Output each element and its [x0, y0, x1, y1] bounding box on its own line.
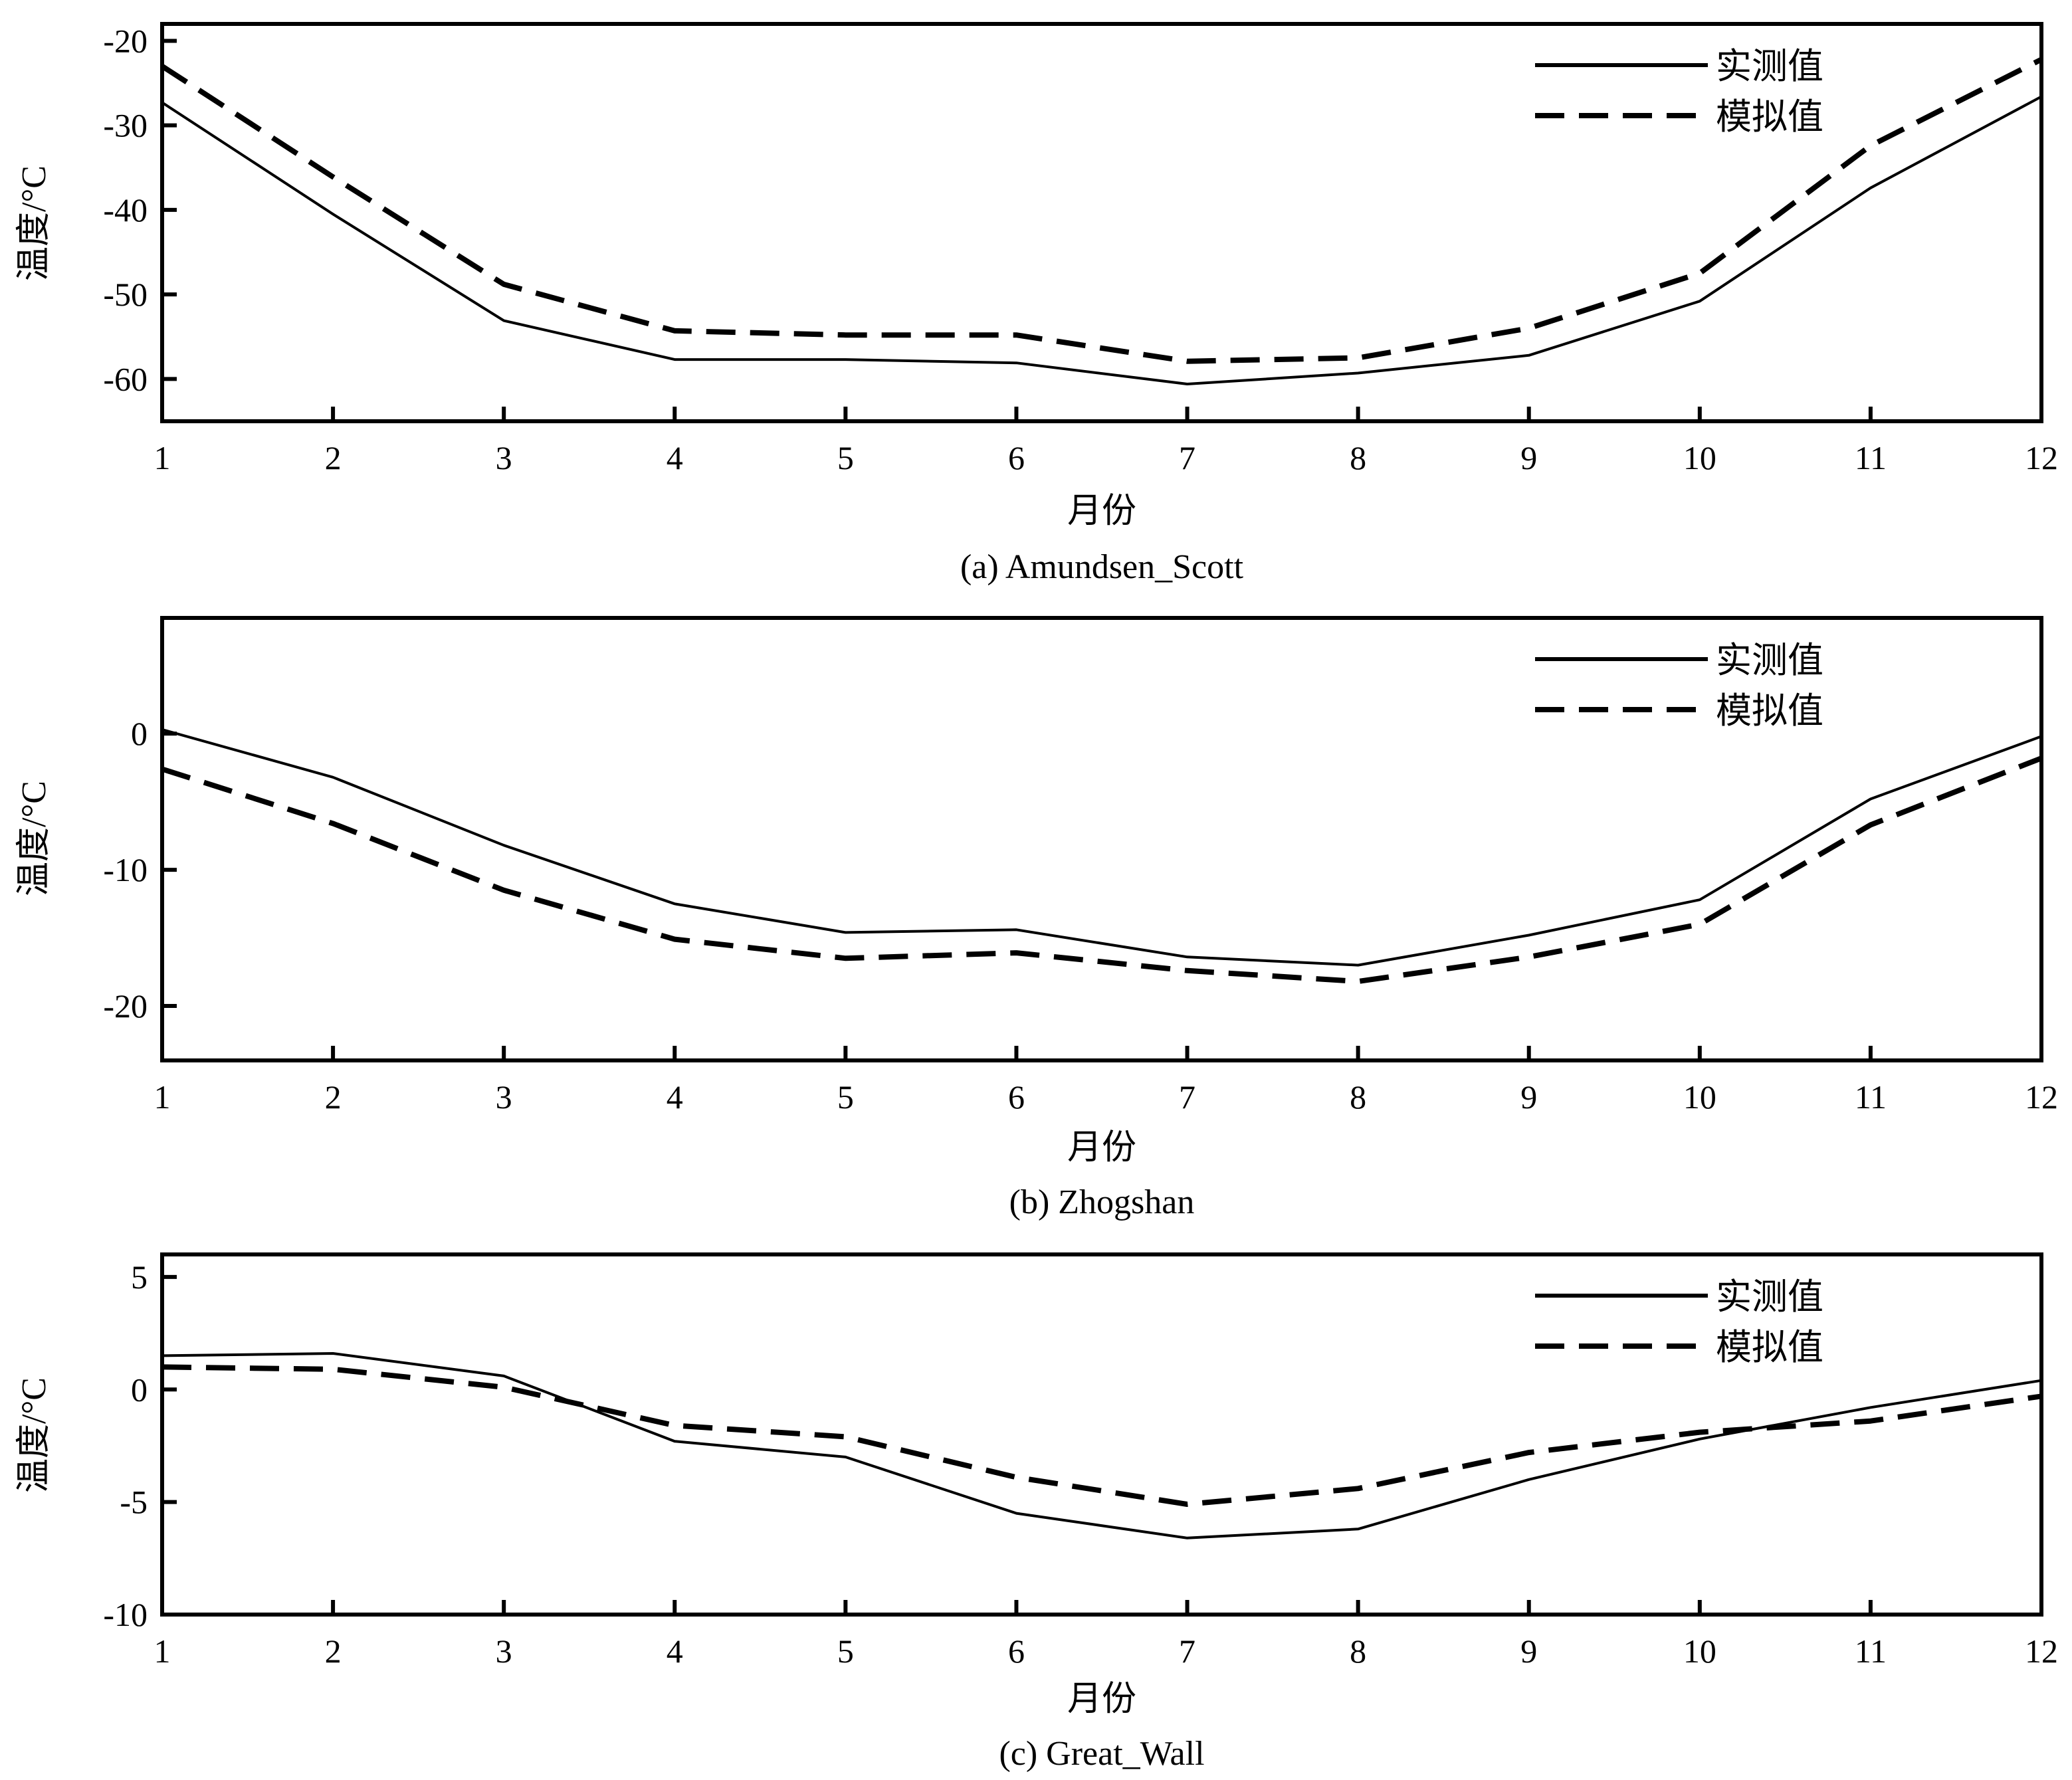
- x-tick-label: 9: [1520, 1078, 1537, 1116]
- panel-caption: (b) Zhogshan: [1009, 1183, 1195, 1221]
- x-tick-label: 7: [1179, 439, 1195, 476]
- y-tick-label: -50: [103, 276, 148, 313]
- plot-frame: [160, 22, 2043, 423]
- x-tick-label: 1: [154, 1632, 171, 1670]
- y-tick-label: -60: [103, 360, 148, 397]
- x-tick-label: 12: [2025, 1632, 2058, 1670]
- x-tick-label: 2: [325, 1078, 342, 1116]
- x-tick-label: 3: [496, 1078, 512, 1116]
- panel-caption: (c) Great_Wall: [999, 1735, 1204, 1773]
- x-tick-label: 8: [1350, 1632, 1366, 1670]
- x-tick-label: 2: [325, 1632, 342, 1670]
- x-tick-label: 4: [667, 1078, 683, 1116]
- x-tick-label: 7: [1179, 1078, 1195, 1116]
- series-line-measured: [161, 1352, 2042, 1539]
- x-tick-label: 11: [1855, 439, 1887, 476]
- x-axis-label: 月份: [1067, 1680, 1136, 1718]
- series-line-simulated: [161, 755, 2043, 985]
- y-tick-label: -5: [120, 1484, 148, 1521]
- x-tick-label: 10: [1683, 1632, 1716, 1670]
- x-tick-label: 6: [1008, 439, 1025, 476]
- x-tick-label: 5: [837, 1078, 854, 1116]
- series-line-measured: [161, 728, 2042, 967]
- x-tick-label: 5: [837, 1632, 854, 1670]
- series-line-simulated: [160, 56, 2043, 364]
- y-tick-label: -20: [103, 22, 148, 59]
- legend-label: 实测值: [1716, 641, 1823, 680]
- legend-label: 模拟值: [1716, 691, 1823, 731]
- legend-label: 实测值: [1716, 47, 1823, 86]
- y-tick-label: 5: [131, 1258, 148, 1296]
- x-tick-label: 5: [837, 439, 854, 476]
- plot-frame: [160, 616, 2043, 1062]
- x-tick-label: 4: [667, 1632, 683, 1670]
- plot-frame: [160, 1252, 2043, 1617]
- y-tick-label: 0: [131, 1371, 148, 1408]
- x-tick-label: 4: [667, 439, 683, 476]
- series-line-simulated: [161, 1364, 2042, 1507]
- panel-amundsen-scott: 温度/°C 月份 (a) Amundsen_Scott 1 2 3 4 5 6 7 8 9 10 1…: [15, 22, 2058, 586]
- x-axis-label: 月份: [1067, 492, 1136, 530]
- y-tick-label: -30: [103, 107, 148, 144]
- x-tick-label: 3: [496, 1632, 512, 1670]
- x-tick-label: 7: [1179, 1632, 1195, 1670]
- y-tick-label: 0: [131, 715, 148, 752]
- x-tick-label: 2: [325, 439, 342, 476]
- series-line-measured: [161, 95, 2042, 385]
- panel-great-wall: 温度/°C 月份 (c) Great_Wall 1 2 3 4 5 6 7 8 9 10 11 125…: [15, 1252, 2058, 1773]
- x-tick-label: 12: [2025, 1078, 2058, 1116]
- x-tick-label: 6: [1008, 1078, 1025, 1116]
- x-tick-label: 11: [1855, 1078, 1887, 1116]
- x-tick-label: 8: [1350, 439, 1366, 476]
- x-tick-label: 9: [1520, 439, 1537, 476]
- x-tick-label: 12: [2025, 439, 2058, 476]
- y-axis-label: 温度/°C: [15, 781, 53, 896]
- panel-zhogshan: 温度/°C 月份 (b) Zhogshan 1 2 3 4 5 6 7 8 9 10 11 120-1…: [15, 616, 2058, 1221]
- x-tick-label: 10: [1683, 1078, 1716, 1116]
- x-axis-label: 月份: [1067, 1129, 1136, 1167]
- legend-label: 模拟值: [1716, 1328, 1823, 1367]
- y-tick-label: -20: [103, 987, 148, 1025]
- x-tick-label: 11: [1855, 1632, 1887, 1670]
- x-tick-label: 8: [1350, 1078, 1366, 1116]
- x-tick-label: 1: [154, 1078, 171, 1116]
- x-tick-label: 10: [1683, 439, 1716, 476]
- panel-caption: (a) Amundsen_Scott: [960, 548, 1244, 586]
- y-tick-label: -40: [103, 191, 148, 229]
- legend-label: 模拟值: [1716, 97, 1823, 137]
- y-tick-label: -10: [103, 1596, 148, 1633]
- x-tick-label: 3: [496, 439, 512, 476]
- y-axis-label: 温度/°C: [15, 1377, 53, 1493]
- y-tick-label: -10: [103, 851, 148, 888]
- x-tick-label: 9: [1520, 1632, 1537, 1670]
- legend-label: 实测值: [1716, 1277, 1823, 1317]
- x-tick-label: 1: [154, 439, 171, 476]
- y-axis-label: 温度/°C: [15, 165, 53, 281]
- x-tick-label: 6: [1008, 1632, 1025, 1670]
